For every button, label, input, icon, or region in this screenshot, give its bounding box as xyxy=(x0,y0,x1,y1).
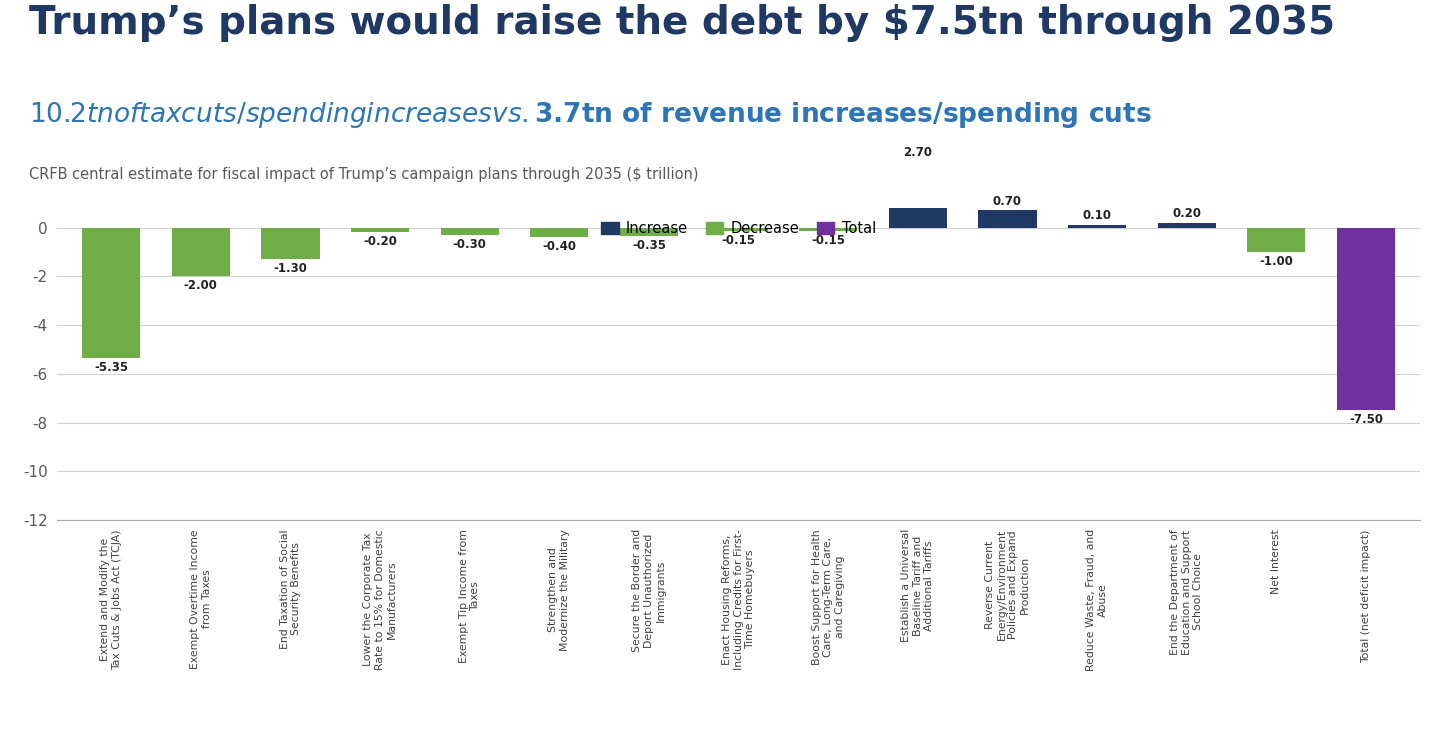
Bar xyxy=(619,227,678,236)
Legend: Increase, Decrease, Total: Increase, Decrease, Total xyxy=(595,215,882,242)
Text: 2.70: 2.70 xyxy=(903,146,932,159)
Text: -1.00: -1.00 xyxy=(1259,255,1293,267)
Bar xyxy=(799,227,858,231)
Text: -0.20: -0.20 xyxy=(363,236,397,248)
Text: -2.00: -2.00 xyxy=(184,279,218,292)
Text: $10.2tn of tax cuts/spending increases vs. $3.7tn of revenue increases/spending : $10.2tn of tax cuts/spending increases v… xyxy=(29,100,1152,130)
Text: Trump’s plans would raise the debt by $7.5tn through 2035: Trump’s plans would raise the debt by $7… xyxy=(29,4,1335,42)
Bar xyxy=(1157,223,1216,227)
Text: -0.15: -0.15 xyxy=(721,234,756,247)
Text: -5.35: -5.35 xyxy=(95,361,128,374)
Bar xyxy=(889,162,946,227)
Bar xyxy=(1336,227,1395,410)
Bar xyxy=(172,227,229,276)
Text: 0.20: 0.20 xyxy=(1172,207,1202,220)
Text: 0.10: 0.10 xyxy=(1083,210,1111,222)
Bar xyxy=(978,210,1037,227)
Text: 0.70: 0.70 xyxy=(992,195,1022,207)
Text: -0.30: -0.30 xyxy=(453,238,486,251)
Text: -0.35: -0.35 xyxy=(632,239,665,252)
Text: -0.15: -0.15 xyxy=(812,234,845,247)
Text: -1.30: -1.30 xyxy=(274,262,307,275)
Bar xyxy=(82,227,141,358)
Bar xyxy=(261,227,320,259)
Bar xyxy=(1068,225,1126,227)
Bar xyxy=(440,227,499,235)
Text: -7.50: -7.50 xyxy=(1349,413,1382,426)
Bar xyxy=(531,227,588,237)
Bar xyxy=(1248,227,1305,252)
Text: -0.40: -0.40 xyxy=(542,240,576,253)
Bar xyxy=(710,227,767,231)
Text: CRFB central estimate for fiscal impact of Trump’s campaign plans through 2035 (: CRFB central estimate for fiscal impact … xyxy=(29,167,698,182)
Bar xyxy=(351,227,409,233)
